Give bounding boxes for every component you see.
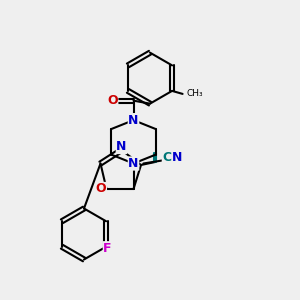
Text: C: C xyxy=(162,151,171,164)
Text: O: O xyxy=(96,182,106,196)
Text: F: F xyxy=(103,242,112,255)
Text: N: N xyxy=(172,151,182,164)
Text: O: O xyxy=(107,94,118,107)
Text: N: N xyxy=(128,114,139,127)
Text: N: N xyxy=(128,157,139,170)
Text: CH₃: CH₃ xyxy=(186,89,203,98)
Text: N: N xyxy=(116,140,127,154)
